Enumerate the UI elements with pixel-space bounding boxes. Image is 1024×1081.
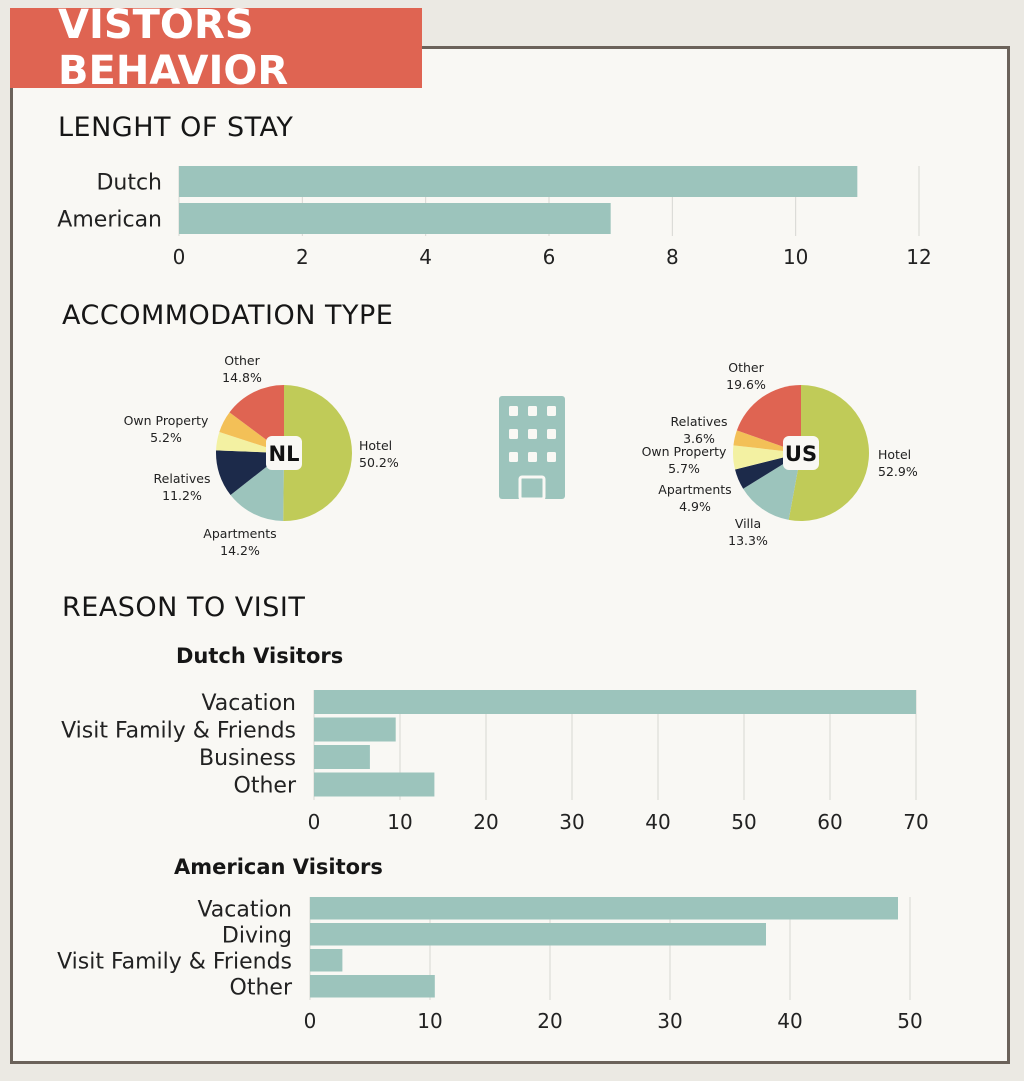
category-label: Vacation [197, 897, 292, 922]
x-tick-label: 8 [666, 245, 679, 269]
category-label: Diving [222, 923, 292, 948]
bar [314, 772, 435, 797]
section-title-accommodation: ACCOMMODATION TYPE [62, 300, 394, 331]
x-tick-label: 4 [419, 245, 432, 269]
x-tick-label: 50 [731, 810, 756, 834]
pie-slice-value: 14.8% [222, 370, 262, 385]
category-label: Other [234, 774, 297, 799]
x-tick-label: 20 [537, 1009, 562, 1033]
pie-slice-name: Other [728, 360, 764, 375]
pie-slice-value: 50.2% [359, 455, 399, 470]
x-tick-label: 0 [304, 1009, 317, 1033]
pie-slice-name: Hotel [359, 438, 392, 453]
pie-slice-name: Relatives [671, 414, 728, 429]
x-tick-label: 70 [903, 810, 928, 834]
pie-center-label: NL [269, 442, 300, 466]
x-tick-label: 10 [387, 810, 412, 834]
pie-slice-name: Apartments [658, 482, 731, 497]
pie-slice-value: 4.9% [679, 499, 711, 514]
banner-title: VISTORS BEHAVIOR [10, 2, 422, 94]
pie-slice-value: 13.3% [728, 533, 768, 548]
x-tick-label: 10 [417, 1009, 442, 1033]
category-label: Other [230, 975, 293, 1000]
bar [310, 897, 898, 920]
x-tick-label: 0 [308, 810, 321, 834]
section-title-reason: REASON TO VISIT [62, 592, 306, 623]
pie-slice [743, 453, 801, 520]
x-tick-label: 20 [473, 810, 498, 834]
pie-slice-name: Other [224, 353, 260, 368]
bar [179, 203, 611, 234]
pie-slice-value: 3.6% [683, 431, 715, 446]
x-tick-label: 30 [559, 810, 584, 834]
pie-slice [229, 384, 284, 453]
x-tick-label: 30 [657, 1009, 682, 1033]
pie-slice [736, 385, 801, 453]
category-label: Visit Family & Friends [57, 949, 292, 974]
subtitle-american-visitors: American Visitors [174, 855, 383, 879]
x-tick-label: 50 [897, 1009, 922, 1033]
category-label: Business [199, 746, 296, 771]
bar [179, 166, 858, 197]
x-tick-label: 12 [906, 245, 931, 269]
x-tick-label: 0 [173, 245, 186, 269]
pie-slice-value: 52.9% [878, 464, 918, 479]
subtitle-dutch-visitors: Dutch Visitors [176, 644, 344, 668]
pie-slice-name: Own Property [124, 413, 209, 428]
pie-slice-value: 5.2% [150, 430, 182, 445]
bar [310, 975, 435, 998]
bar [314, 717, 396, 742]
pie-slice-name: Villa [735, 516, 761, 531]
x-tick-label: 60 [817, 810, 842, 834]
pie-slice-value: 11.2% [162, 488, 202, 503]
section-title-stay: LENGHT OF STAY [58, 112, 294, 143]
category-label: Vacation [201, 691, 296, 716]
x-tick-label: 40 [645, 810, 670, 834]
pie-slice [283, 385, 352, 521]
pie-slice-value: 14.2% [220, 543, 260, 558]
x-tick-label: 40 [777, 1009, 802, 1033]
x-tick-label: 6 [543, 245, 556, 269]
pie-slice-name: Relatives [154, 471, 211, 486]
pie-slice-name: Apartments [203, 526, 276, 541]
bar [310, 923, 766, 946]
pie-slice-value: 5.7% [668, 461, 700, 476]
bar [314, 690, 916, 714]
pie-center-box [783, 436, 819, 470]
pie-center-label: US [785, 442, 817, 466]
pie-slice [230, 453, 284, 521]
category-label: Dutch [96, 171, 162, 196]
category-label: Visit Family & Friends [61, 719, 296, 744]
pie-slice [788, 385, 869, 521]
pie-slice-value: 19.6% [726, 377, 766, 392]
x-tick-label: 2 [296, 245, 309, 269]
pie-center-box [266, 436, 302, 470]
x-tick-label: 10 [783, 245, 808, 269]
bar [314, 745, 370, 769]
pie-slice-name: Own Property [642, 444, 727, 459]
bar [310, 949, 343, 972]
category-label: American [57, 208, 162, 233]
pie-slice-name: Hotel [878, 447, 911, 462]
